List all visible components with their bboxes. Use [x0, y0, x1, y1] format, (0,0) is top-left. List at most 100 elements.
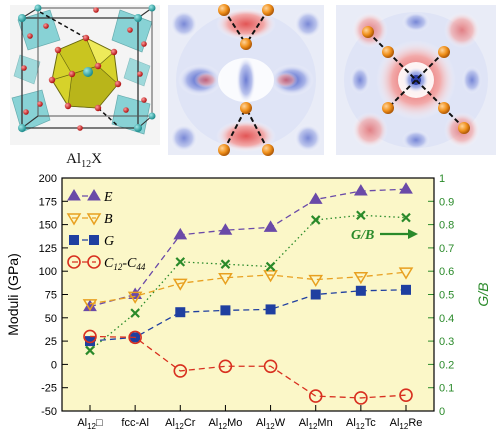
y2-tick-label: 0.6: [439, 266, 454, 278]
y2-tick-label: 1: [439, 173, 445, 185]
x-tick-label: Al12Tc: [346, 417, 376, 431]
y-tick-label: 125: [39, 243, 57, 255]
series-line-e: [89, 188, 407, 308]
charge-density-map-1: [168, 4, 324, 156]
legend-marker: [67, 255, 81, 269]
y-tick-label: 75: [45, 290, 57, 302]
data-point: [399, 388, 413, 402]
data-point: [173, 227, 188, 240]
x-tick-label: Al12W: [256, 417, 286, 431]
x-tick-label: Al12Mn: [299, 417, 333, 431]
moduli-chart: -50 -25 0 25 50 75 100 125 150 175 200 0 0.1 0.2 0.3 0.…: [5, 173, 491, 431]
gb-annotation: G/B: [351, 228, 418, 243]
y-tick-label: 200: [39, 173, 57, 185]
data-point: [401, 212, 411, 223]
y-tick-label: 175: [39, 196, 57, 208]
axis-ticks: [62, 177, 434, 412]
data-point: [355, 285, 366, 296]
legend-marker: [87, 255, 101, 269]
plot-frame: [61, 177, 435, 412]
data-point: [310, 215, 321, 225]
legend-marker: [89, 235, 99, 245]
data-point: [220, 259, 231, 269]
data-point: [85, 345, 95, 356]
data-point: [173, 364, 188, 378]
structure-label: Al12X: [66, 151, 102, 170]
annotation-arrow-head: [408, 229, 418, 239]
y2-tick-label: 0.9: [439, 196, 454, 208]
legend-marker: [87, 189, 101, 201]
data-point: [265, 261, 276, 272]
y2-tick-label: 0.5: [439, 290, 454, 302]
series-layer: [82, 182, 414, 405]
x-tick-label: Al12Re: [390, 417, 423, 431]
y2-tick-label: 0.4: [439, 313, 454, 325]
data-point: [353, 184, 368, 196]
legend-label: B: [104, 212, 113, 227]
charge-density-map-2: [336, 5, 496, 155]
y-tick-label: 0: [51, 359, 57, 371]
data-point: [82, 299, 98, 312]
data-point: [310, 289, 321, 300]
data-point: [218, 359, 233, 374]
legend-label: G: [104, 234, 114, 249]
y-tick-label: 150: [39, 220, 57, 232]
data-point: [175, 257, 186, 267]
y2-tick-label: 0.8: [439, 220, 454, 232]
data-point: [265, 304, 276, 315]
data-point: [356, 210, 366, 221]
data-point: [354, 391, 368, 405]
series-line-c: [89, 335, 407, 399]
series-line-b: [89, 271, 407, 305]
x-tick-label: Al12□: [77, 417, 103, 431]
y-tick-label: 25: [45, 336, 57, 348]
legend-marker: [86, 213, 102, 226]
data-point: [399, 182, 413, 194]
x-tick-label: fcc-Al: [121, 417, 149, 429]
y2-tick-label: 0.2: [439, 359, 454, 371]
x-tick-label: Al12Cr: [165, 417, 196, 431]
data-point: [218, 272, 233, 286]
data-point: [218, 223, 233, 235]
y-tick-label: 100: [39, 266, 57, 278]
data-point: [308, 274, 324, 288]
legend-label: E: [103, 190, 113, 205]
y2-tick-label: 0.3: [439, 336, 454, 348]
data-point: [263, 220, 278, 232]
plot-area: [62, 178, 434, 411]
y2-axis-label: G/B: [475, 282, 491, 306]
data-point: [83, 329, 97, 344]
crystal-structure-panel: Al12X: [10, 4, 160, 170]
data-point: [308, 192, 323, 204]
data-point: [128, 330, 142, 345]
legend-marker: [67, 189, 81, 201]
data-point: [130, 308, 140, 318]
data-point: [85, 336, 95, 347]
x-tick-label: Al12Mo: [208, 417, 242, 431]
series-line-gb: [89, 214, 407, 351]
legend-marker: [69, 235, 79, 245]
y-tick-label: -25: [41, 383, 57, 395]
data-point: [398, 267, 414, 280]
data-point: [263, 270, 278, 283]
series-line-g: [89, 289, 407, 342]
data-point: [263, 359, 278, 374]
data-point: [308, 389, 323, 403]
legend-marker: [66, 213, 82, 226]
annotation-text: G/B: [351, 228, 374, 243]
legend-label: C12-C44: [104, 256, 146, 272]
data-point: [127, 291, 143, 304]
axis-labels: -50 -25 0 25 50 75 100 125 150 175 200 0 0.1 0.2 0.3 0.…: [5, 173, 491, 431]
y-tick-label: -50: [41, 406, 57, 418]
data-point: [172, 278, 188, 291]
data-point: [401, 284, 411, 295]
data-point: [353, 272, 369, 285]
data-point: [220, 305, 231, 316]
legend: EBG C12-C44: [66, 189, 146, 272]
y2-tick-label: 0.1: [439, 383, 454, 395]
y2-tick-label: 0: [439, 406, 445, 418]
y-axis-label: Moduli (GPa): [5, 253, 21, 335]
y-tick-label: 50: [45, 313, 57, 325]
data-point: [175, 307, 186, 318]
